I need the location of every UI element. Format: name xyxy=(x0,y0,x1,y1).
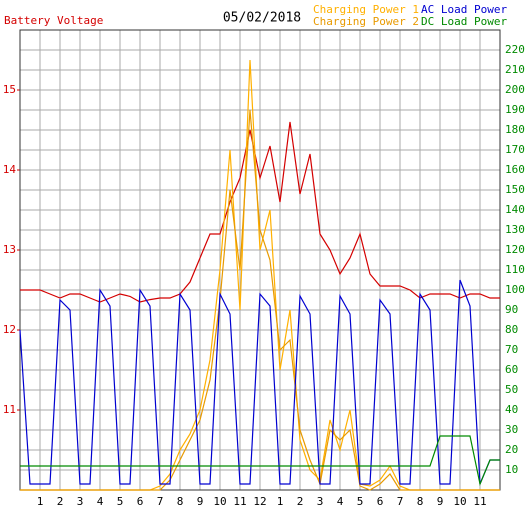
x-tick-label: 10 xyxy=(453,495,466,508)
legend-entry: Charging Power 2 xyxy=(313,15,419,28)
y2-tick-label: 10 xyxy=(505,463,518,476)
y2-tick-label: 180 xyxy=(505,123,525,136)
y2-tick-label: 220 xyxy=(505,43,525,56)
y2-tick-label: 30 xyxy=(505,423,518,436)
x-tick-label: 11 xyxy=(233,495,246,508)
x-tick-label: 1 xyxy=(37,495,44,508)
x-tick-label: 8 xyxy=(417,495,424,508)
y2-tick-label: 90 xyxy=(505,303,518,316)
y2-tick-label: 130 xyxy=(505,223,525,236)
y2-tick-label: 100 xyxy=(505,283,525,296)
x-tick-label: 7 xyxy=(157,495,164,508)
x-tick-label: 6 xyxy=(377,495,384,508)
x-tick-label: 2 xyxy=(57,495,64,508)
x-tick-label: 10 xyxy=(213,495,226,508)
legend-entry: Battery Voltage xyxy=(4,14,103,27)
legend-entry: DC Load Power xyxy=(421,15,507,28)
legend-entry: Charging Power 1 xyxy=(313,3,419,16)
x-tick-label: 9 xyxy=(197,495,204,508)
y2-tick-label: 140 xyxy=(505,203,525,216)
x-tick-label: 1 xyxy=(277,495,284,508)
y-tick-label: 11 xyxy=(3,403,16,416)
x-tick-label: 4 xyxy=(337,495,344,508)
y2-tick-label: 150 xyxy=(505,183,525,196)
y-tick-label: 15 xyxy=(3,83,16,96)
y2-tick-label: 70 xyxy=(505,343,518,356)
y2-tick-label: 110 xyxy=(505,263,525,276)
y-tick-label: 14 xyxy=(3,163,17,176)
x-tick-label: 7 xyxy=(397,495,404,508)
y2-tick-label: 160 xyxy=(505,163,525,176)
x-tick-label: 8 xyxy=(177,495,184,508)
y-tick-label: 13 xyxy=(3,243,16,256)
x-tick-label: 3 xyxy=(77,495,84,508)
plot-frame xyxy=(19,29,501,491)
y2-tick-label: 80 xyxy=(505,323,518,336)
x-tick-label: 5 xyxy=(117,495,124,508)
y2-tick-label: 170 xyxy=(505,143,525,156)
x-tick-label: 12 xyxy=(253,495,266,508)
y2-tick-label: 20 xyxy=(505,443,518,456)
y2-tick-label: 190 xyxy=(505,103,525,116)
x-tick-label: 3 xyxy=(317,495,324,508)
series-line xyxy=(20,435,500,487)
x-tick-label: 6 xyxy=(137,495,144,508)
y2-tick-label: 120 xyxy=(505,243,525,256)
y2-tick-label: 60 xyxy=(505,363,518,376)
y2-tick-label: 210 xyxy=(505,63,525,76)
series-line xyxy=(19,279,500,485)
y2-tick-label: 40 xyxy=(505,403,518,416)
y2-tick-label: 200 xyxy=(505,83,525,96)
x-tick-label: 9 xyxy=(437,495,444,508)
y2-tick-label: 50 xyxy=(505,383,518,396)
chart-title: 05/02/2018 xyxy=(223,11,301,26)
series-line xyxy=(20,109,500,491)
y-tick-label: 12 xyxy=(3,323,16,336)
legend-entry: AC Load Power xyxy=(421,3,507,16)
x-tick-label: 2 xyxy=(297,495,304,508)
x-tick-label: 11 xyxy=(473,495,486,508)
x-tick-label: 4 xyxy=(97,495,104,508)
x-tick-label: 5 xyxy=(357,495,364,508)
